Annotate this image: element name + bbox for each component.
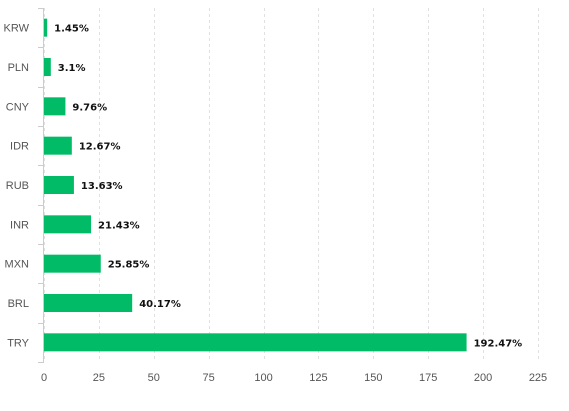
x-tick-label-1: 25 (93, 372, 105, 384)
category-label-rub: RUB (6, 180, 29, 192)
bar-inr (44, 215, 92, 234)
x-tick-label-3: 75 (203, 372, 215, 384)
data-label-rub: 13.63% (81, 181, 123, 192)
x-tick-label-7: 175 (419, 372, 437, 384)
x-tick-label-5: 125 (309, 372, 327, 384)
category-label-cny: CNY (6, 101, 30, 113)
x-tick-label-2: 50 (148, 372, 160, 384)
x-axis-tick-labels: 0 25 50 75 100 125 150 175 200 225 (41, 372, 547, 384)
bar-brl (44, 294, 133, 312)
data-label-mxn: 25.85% (108, 260, 150, 271)
data-label-pln: 3.1% (58, 63, 86, 74)
x-tick-label-9: 225 (529, 372, 547, 384)
x-tick-label-0: 0 (41, 372, 47, 384)
bar-krw (44, 18, 48, 37)
bars (44, 18, 467, 352)
x-tick-label-8: 200 (474, 372, 492, 384)
data-label-idr: 12.67% (79, 142, 121, 153)
bar-pln (44, 58, 51, 76)
data-label-cny: 9.76% (72, 102, 107, 113)
bar-idr (44, 136, 72, 155)
data-label-krw: 1.45% (54, 24, 89, 35)
bar-cny (44, 97, 66, 116)
category-label-mxn: MXN (5, 259, 30, 271)
x-tick-label-4: 100 (254, 372, 272, 384)
x-tick-label-6: 150 (364, 372, 382, 384)
category-label-pln: PLN (8, 62, 29, 74)
data-label-try: 192.47% (474, 338, 523, 349)
bar-rub (44, 176, 74, 194)
category-label-try: TRY (7, 337, 29, 349)
data-labels: 1.45% 3.1% 9.76% 12.67% 13.63% 21.43% 25.85% 40… (54, 24, 522, 350)
bar-mxn (44, 254, 101, 273)
category-label-inr: INR (10, 219, 29, 231)
category-label-krw: KRW (4, 23, 30, 35)
data-label-brl: 40.17% (139, 299, 181, 310)
category-label-idr: IDR (10, 141, 29, 153)
category-labels: KRW PLN CNY IDR RUB INR MXN BRL TRY (4, 23, 30, 350)
category-label-brl: BRL (8, 298, 29, 310)
bar-try (44, 333, 467, 352)
data-label-inr: 21.43% (98, 220, 140, 231)
